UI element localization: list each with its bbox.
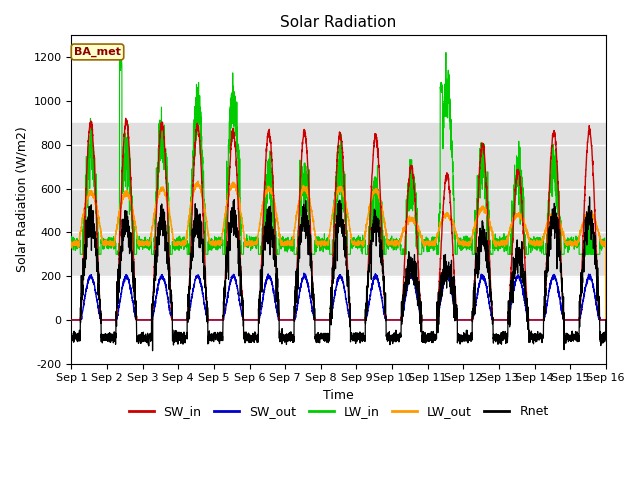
X-axis label: Time: Time [323, 389, 354, 402]
Title: Solar Radiation: Solar Radiation [280, 15, 397, 30]
Y-axis label: Solar Radiation (W/m2): Solar Radiation (W/m2) [15, 127, 28, 273]
Text: BA_met: BA_met [74, 47, 121, 57]
Legend: SW_in, SW_out, LW_in, LW_out, Rnet: SW_in, SW_out, LW_in, LW_out, Rnet [124, 400, 554, 423]
Bar [72, 123, 605, 276]
